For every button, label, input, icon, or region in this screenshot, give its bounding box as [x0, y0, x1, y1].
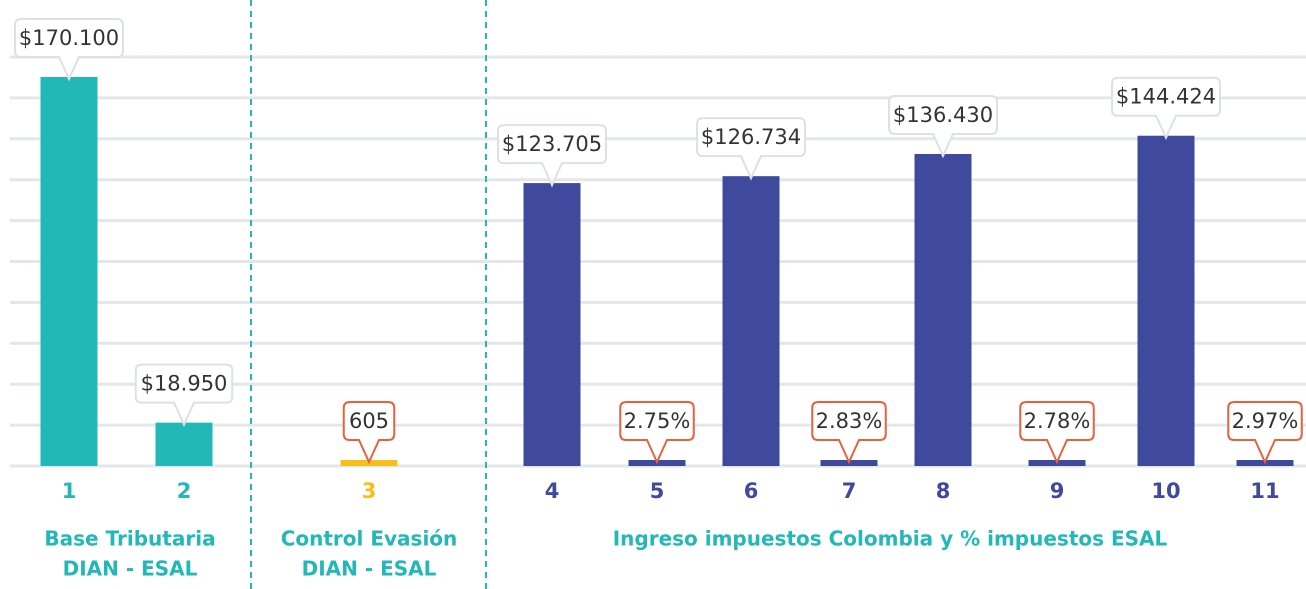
category-label: 5 — [650, 479, 665, 503]
category-label: 11 — [1250, 479, 1279, 503]
value-label: $170.100 — [19, 26, 119, 50]
category-label: 3 — [362, 479, 377, 503]
value-label: $18.950 — [141, 372, 228, 396]
callout-box — [696, 117, 806, 181]
group-label: Ingreso impuestos Colombia y % impuestos… — [613, 527, 1168, 551]
value-label: 2.83% — [816, 409, 883, 433]
callout-box — [342, 401, 396, 465]
category-label: 2 — [177, 479, 192, 503]
value-callout: 2.97% — [1227, 401, 1303, 465]
group-label: Control Evasión — [281, 527, 458, 551]
callout-box — [134, 363, 234, 428]
value-callout: 2.83% — [811, 401, 887, 465]
bar — [40, 77, 98, 466]
value-callout: $18.950 — [134, 363, 234, 428]
value-callout: 2.75% — [619, 401, 695, 465]
category-label: 9 — [1050, 479, 1065, 503]
value-label: $123.705 — [502, 132, 602, 156]
value-callout: $170.100 — [14, 18, 124, 82]
category-label: 1 — [62, 479, 77, 503]
callout-box — [1111, 76, 1221, 141]
callout-box — [1019, 401, 1095, 465]
value-label: $136.430 — [893, 103, 993, 127]
bar — [155, 422, 213, 466]
group-label: DIAN - ESAL — [63, 557, 198, 581]
value-callout: $144.424 — [1111, 76, 1221, 141]
category-label: 7 — [842, 479, 857, 503]
bar — [523, 183, 581, 466]
group-label: Base Tributaria — [44, 527, 215, 551]
bar — [914, 153, 972, 467]
value-label: $144.424 — [1116, 85, 1216, 109]
bar — [722, 176, 780, 466]
category-label: 8 — [936, 479, 951, 503]
callout-box — [619, 401, 695, 465]
value-callout: $123.705 — [497, 124, 607, 188]
callout-box — [1227, 401, 1303, 465]
value-label: 605 — [349, 409, 389, 433]
bar — [1137, 135, 1195, 466]
value-label: 2.75% — [624, 409, 691, 433]
group-label: DIAN - ESAL — [302, 557, 437, 581]
callout-box — [14, 18, 124, 82]
value-label: $126.734 — [701, 125, 801, 149]
category-label: 4 — [545, 479, 560, 503]
value-callout: $126.734 — [696, 117, 806, 181]
value-label: 2.78% — [1024, 409, 1091, 433]
category-label: 10 — [1151, 479, 1180, 503]
callout-box — [811, 401, 887, 465]
callout-box — [888, 94, 998, 159]
value-callout: $136.430 — [888, 94, 998, 159]
category-label: 6 — [744, 479, 759, 503]
value-label: 2.97% — [1232, 409, 1299, 433]
value-callout: 605 — [342, 401, 396, 465]
value-callout: 2.78% — [1019, 401, 1095, 465]
callout-box — [497, 124, 607, 188]
